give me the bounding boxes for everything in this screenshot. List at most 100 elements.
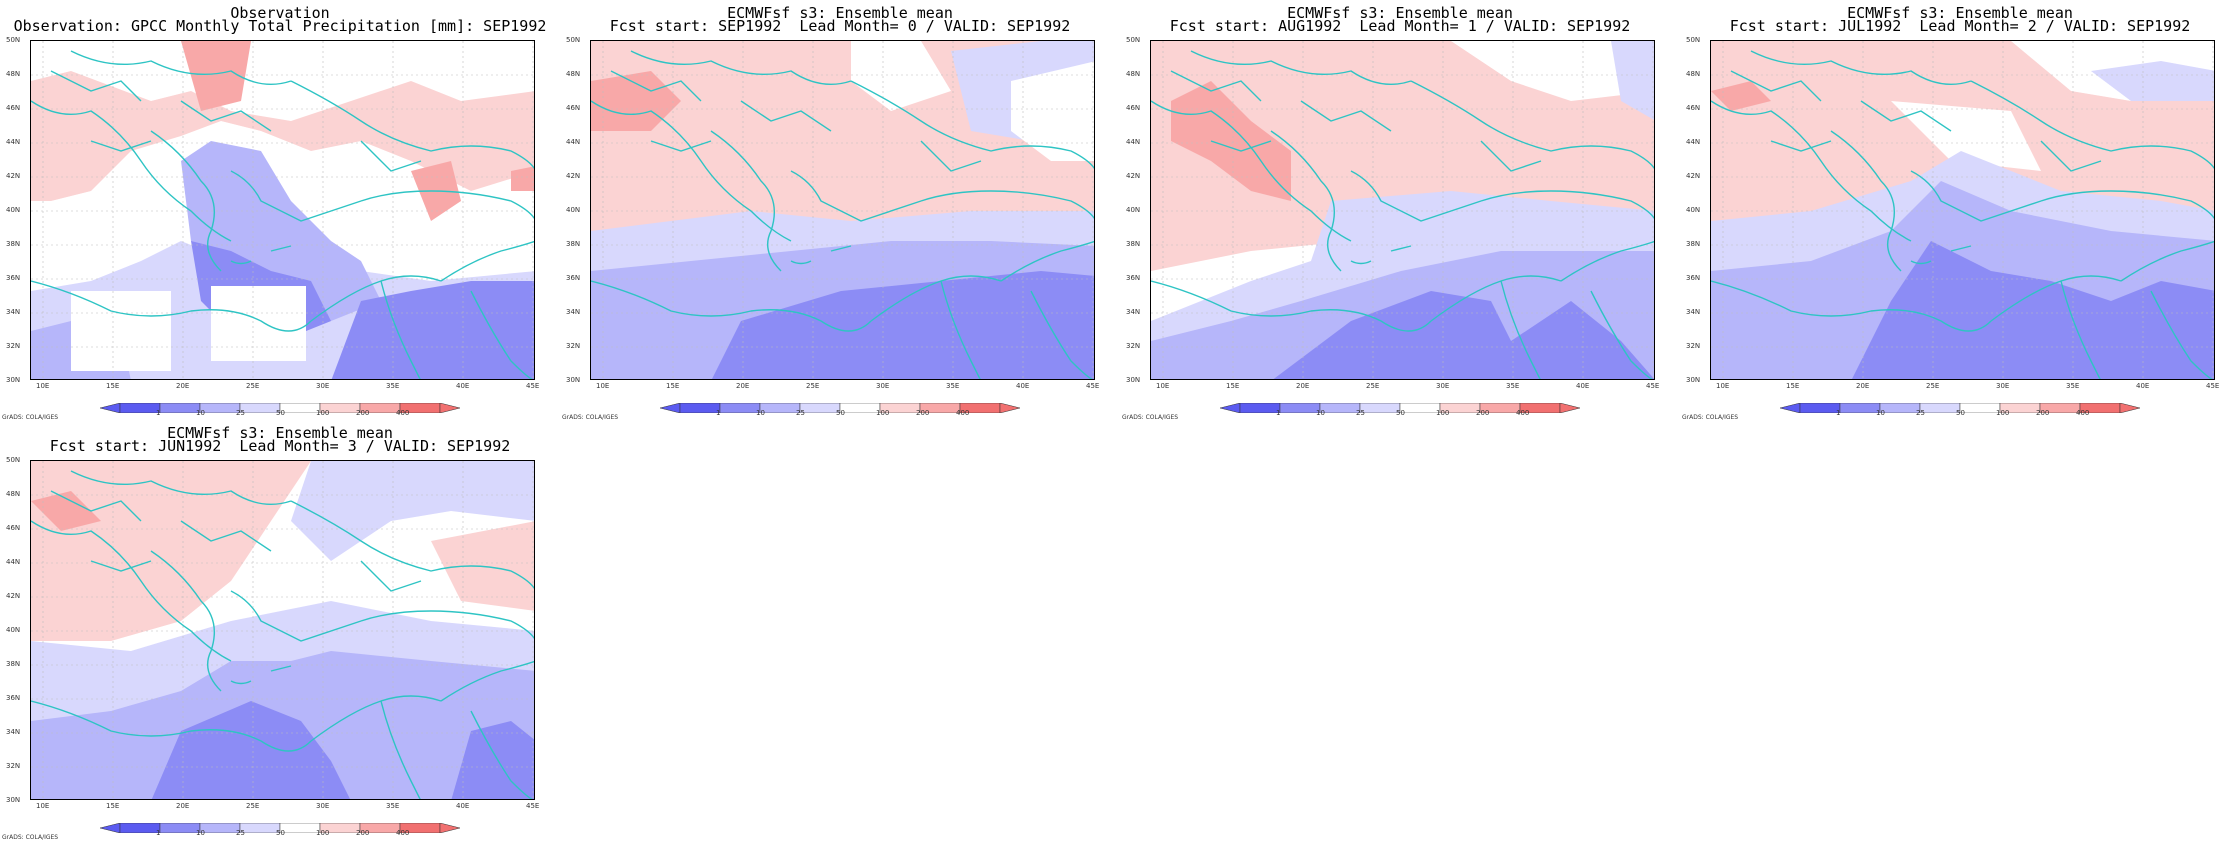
- precipitation-map: [30, 460, 535, 800]
- coastline: [230, 590, 362, 642]
- coastline: [1390, 245, 1412, 252]
- grads-credit: GrADS: COLA/IGES: [562, 414, 619, 421]
- lon-tick-label: 15E: [106, 382, 120, 390]
- lon-tick-label: 25E: [806, 382, 820, 390]
- panel-subtitle: Fcst start: SEP1992 Lead Month= 0 / VALI…: [609, 17, 1071, 35]
- coastline: [380, 280, 421, 379]
- precipitation-map: [1710, 40, 2215, 380]
- coastline: [1910, 170, 2042, 222]
- lon-tick-label: 40E: [456, 802, 470, 810]
- coastline: [1560, 240, 1654, 282]
- lon-tick-label: 30E: [876, 382, 890, 390]
- coastline: [1300, 100, 1392, 132]
- precip-shading: [1451, 41, 1654, 101]
- lon-tick-label: 10E: [1716, 382, 1730, 390]
- coastline: [440, 240, 534, 282]
- lat-tick-label: 40N: [6, 626, 21, 634]
- coastline: [440, 660, 534, 702]
- lat-tick-label: 30N: [1686, 376, 1701, 384]
- lat-tick-label: 36N: [1126, 274, 1141, 282]
- coastline: [1151, 100, 1352, 242]
- lat-tick-label: 44N: [1126, 138, 1141, 146]
- coastline: [740, 100, 832, 132]
- precip-shading: [1891, 101, 2041, 171]
- colorbar-label: 50: [1956, 409, 1965, 417]
- lat-tick-label: 48N: [6, 490, 21, 498]
- lon-tick-label: 45E: [2206, 382, 2220, 390]
- coastline: [830, 245, 852, 252]
- grads-credit: GrADS: COLA/IGES: [2, 834, 59, 841]
- lon-tick-label: 25E: [246, 802, 260, 810]
- lat-tick-label: 32N: [1686, 342, 1701, 350]
- coastline: [380, 700, 421, 799]
- lat-tick-label: 44N: [566, 138, 581, 146]
- lat-tick-label: 46N: [566, 104, 581, 112]
- coastline: [1350, 260, 1372, 265]
- colorbar-label: 10: [196, 829, 205, 837]
- lon-tick-label: 10E: [596, 382, 610, 390]
- precip-shading: [2091, 61, 2214, 101]
- map-panel: ECMWFsf s3: Ensemble mean Fcst start: AUG…: [1120, 0, 1680, 421]
- lat-tick-label: 50N: [1686, 36, 1701, 44]
- coastline: [1151, 280, 1432, 332]
- lat-tick-label: 42N: [6, 172, 21, 180]
- coastline: [180, 520, 272, 552]
- coastline: [70, 50, 292, 86]
- lat-tick-label: 48N: [566, 70, 581, 78]
- lon-tick-label: 30E: [1996, 382, 2010, 390]
- lat-tick-label: 50N: [566, 36, 581, 44]
- colorbar-label: 100: [1996, 409, 2010, 417]
- coastline: [940, 280, 981, 379]
- coastline: [1350, 170, 1482, 222]
- panel-title: ECMWFsf s3: Ensemble mean: [1847, 4, 2073, 22]
- panel-subtitle: Fcst start: JUN1992 Lead Month= 3 / VALI…: [49, 437, 511, 455]
- lat-tick-label: 34N: [566, 308, 581, 316]
- lat-tick-label: 50N: [1126, 36, 1141, 44]
- coastline: [610, 70, 702, 102]
- coastline: [31, 280, 312, 332]
- coastline: [1000, 240, 1094, 282]
- coastline: [1590, 290, 1653, 379]
- lon-tick-label: 20E: [1856, 382, 1870, 390]
- lon-tick-label: 20E: [736, 382, 750, 390]
- coastline: [230, 170, 362, 222]
- coastline: [31, 700, 312, 752]
- coastline: [591, 100, 792, 242]
- coastline: [70, 470, 292, 506]
- coastline: [1500, 280, 1541, 379]
- colorbar-label: 200: [356, 409, 370, 417]
- colorbar-label: 25: [1356, 409, 1365, 417]
- coastline: [1830, 130, 1902, 272]
- precip-shading: [451, 721, 534, 799]
- colorbar-label: 400: [396, 409, 410, 417]
- coastline: [1480, 190, 1654, 220]
- colorbar-label: 1: [156, 409, 161, 417]
- coastline: [1210, 140, 1272, 152]
- lon-tick-label: 35E: [946, 382, 960, 390]
- lat-tick-label: 44N: [6, 138, 21, 146]
- colorbar-label: 10: [196, 409, 205, 417]
- lon-tick-label: 15E: [666, 382, 680, 390]
- panel-title: ECMWFsf s3: Ensemble mean: [727, 4, 953, 22]
- precipitation-map: [1150, 40, 1655, 380]
- colorbar-label: 200: [2036, 409, 2050, 417]
- map-panel: ECMWFsf s3: Ensemble mean Fcst start: SEP…: [560, 0, 1120, 421]
- lat-tick-label: 38N: [1126, 240, 1141, 248]
- coastline: [2150, 290, 2213, 379]
- panel-subtitle: Observation: GPCC Monthly Total Precipit…: [13, 17, 547, 35]
- lat-tick-label: 40N: [1686, 206, 1701, 214]
- colorbar-label: 10: [756, 409, 765, 417]
- colorbar-label: 400: [1516, 409, 1530, 417]
- coastline: [360, 140, 422, 172]
- lat-tick-label: 40N: [6, 206, 21, 214]
- lon-tick-label: 35E: [386, 382, 400, 390]
- lon-tick-label: 25E: [1366, 382, 1380, 390]
- colorbar: [99, 398, 461, 414]
- coastline: [1970, 80, 2214, 170]
- lat-tick-label: 32N: [566, 342, 581, 350]
- colorbar: [659, 398, 1021, 414]
- coastline: [2120, 240, 2214, 282]
- precip-shading: [71, 291, 171, 371]
- lon-tick-label: 35E: [1506, 382, 1520, 390]
- coastline: [710, 130, 782, 272]
